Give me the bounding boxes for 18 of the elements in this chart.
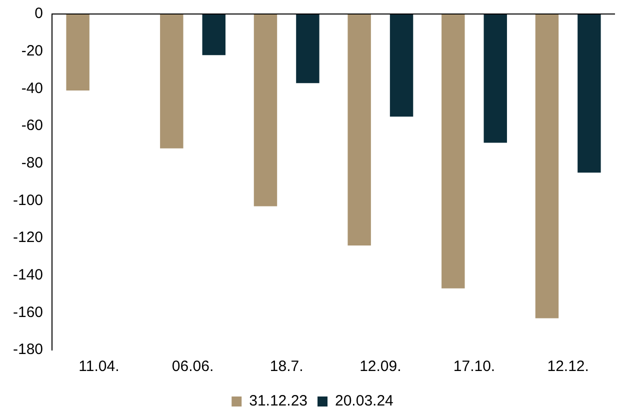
x-tick-label: 11.04.	[78, 358, 120, 376]
y-tick-label: -160	[12, 304, 44, 321]
legend-label: 31.12.23	[249, 392, 308, 410]
y-tick-label: -140	[12, 266, 44, 284]
y-tick-label: -180	[12, 341, 44, 358]
y-tick-label: -80	[21, 154, 44, 172]
x-tick-label: 17.10.	[453, 358, 496, 376]
y-tick-label: -100	[12, 192, 44, 209]
x-tick-label: 12.09.	[360, 358, 402, 376]
y-tick-label: -60	[21, 117, 44, 134]
y-tick-label: 0	[34, 5, 44, 22]
x-tick-label: 18.7.	[270, 358, 304, 376]
x-tick-label: 12.12.	[547, 358, 589, 376]
y-tick-label: -120	[12, 229, 44, 246]
x-tick-label: 06.06.	[172, 358, 214, 376]
y-tick-label: -40	[21, 80, 44, 97]
legend-label: 20.03.24	[335, 392, 394, 410]
y-tick-label: -20	[21, 42, 44, 60]
